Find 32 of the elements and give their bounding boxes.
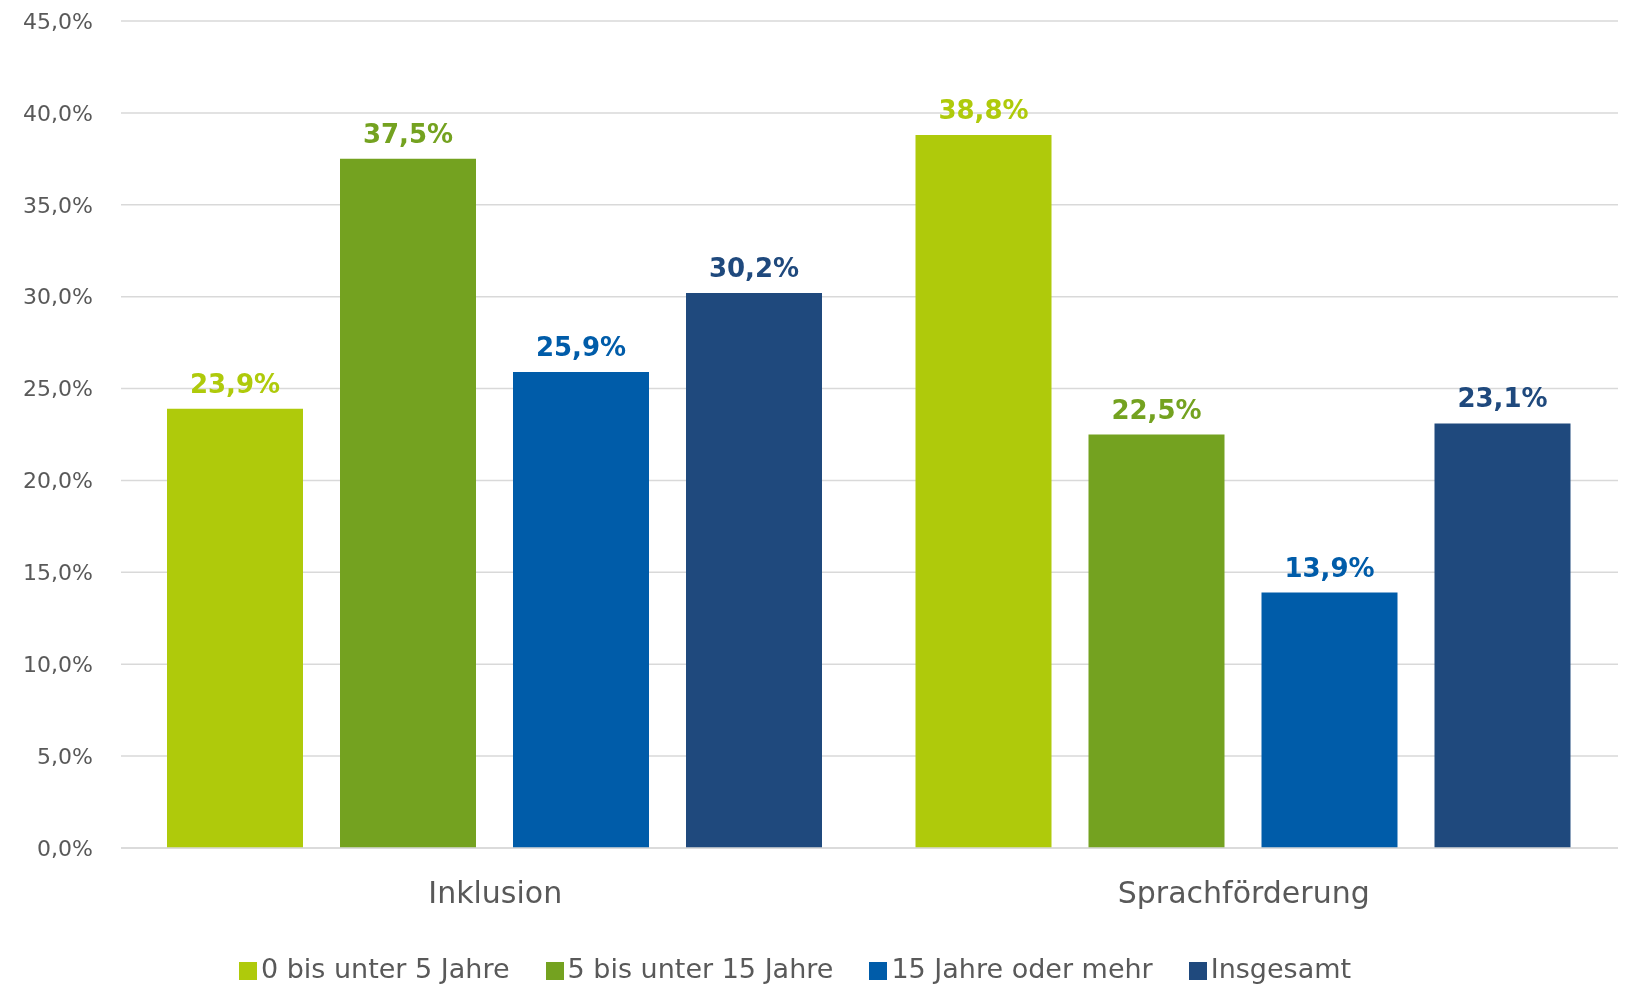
y-tick-label: 25,0% <box>23 376 93 402</box>
legend-label: 0 bis unter 5 Jahre <box>260 953 510 984</box>
bar <box>915 134 1052 848</box>
data-label: 30,2% <box>708 252 800 283</box>
data-label: 37,5% <box>362 118 454 149</box>
y-tick-label: 35,0% <box>23 192 93 218</box>
x-tick-label: Sprachförderung <box>1117 875 1370 911</box>
y-tick-label: 0,0% <box>37 835 93 861</box>
bar <box>340 158 476 848</box>
data-label: 22,5% <box>1111 394 1202 425</box>
y-tick-label: 30,0% <box>23 284 93 310</box>
bar <box>513 372 649 848</box>
bar <box>1261 592 1398 848</box>
bar <box>686 292 822 848</box>
y-tick-label: 10,0% <box>23 652 93 678</box>
legend-label: 5 bis unter 15 Jahre <box>567 953 834 984</box>
y-tick-label: 20,0% <box>23 468 93 494</box>
bar <box>1088 434 1225 848</box>
x-tick-label: Inklusion <box>428 875 563 911</box>
data-label: 13,9% <box>1284 552 1375 583</box>
data-label: 38,8% <box>938 94 1029 125</box>
bar <box>1434 423 1571 848</box>
legend-label: 15 Jahre oder mehr <box>891 953 1153 984</box>
y-tick-label: 5,0% <box>37 743 93 769</box>
data-label: 23,9% <box>189 368 281 399</box>
y-tick-label: 45,0% <box>23 8 93 34</box>
y-tick-label: 15,0% <box>23 560 93 586</box>
bar <box>167 408 303 848</box>
data-label: 25,9% <box>535 332 627 363</box>
data-label: 23,1% <box>1457 383 1548 414</box>
legend-label: Insgesamt <box>1210 953 1352 984</box>
y-tick-label: 40,0% <box>23 100 93 126</box>
